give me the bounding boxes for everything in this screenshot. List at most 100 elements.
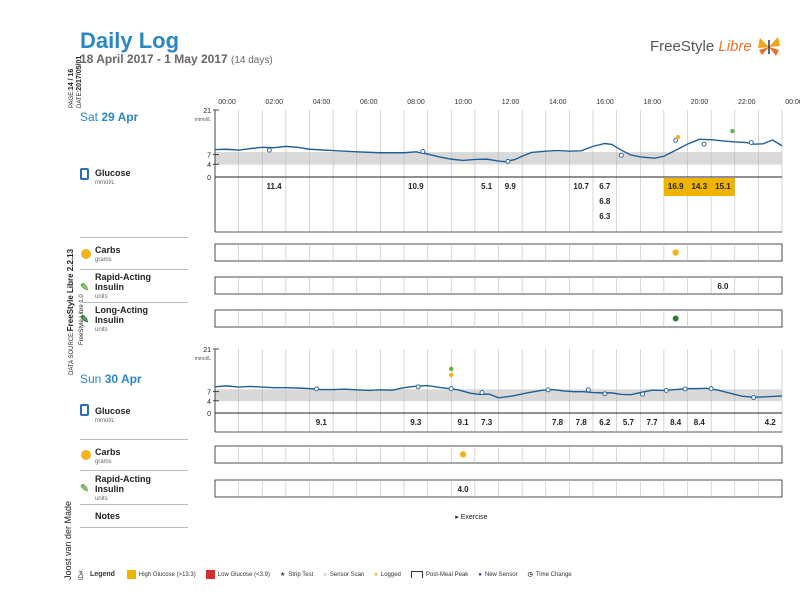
glucose-reading: 6.8 (599, 197, 611, 206)
glucose-reading: 8.4 (694, 418, 706, 427)
glucose-reading: 9.1 (458, 418, 470, 427)
glucose-curve (214, 138, 783, 163)
time-axis-label: 16:00 (596, 99, 614, 106)
glucose-reading: 10.9 (408, 182, 424, 191)
logged-marker (449, 372, 454, 378)
time-axis-label: 04:00 (313, 99, 331, 106)
high-swatch (126, 570, 136, 579)
logged-marker (675, 134, 681, 140)
high-glucose-cell (687, 178, 712, 196)
brand-libre: Libre (718, 37, 752, 55)
divider (80, 269, 188, 270)
high-glucose-cell (711, 178, 735, 196)
glucose-reading: 15.1 (715, 182, 731, 191)
sensor-scan-point (663, 387, 669, 393)
rapid-insulin-value: 6.0 (717, 282, 729, 291)
day-label-sat: Sat 29 Apr (80, 110, 139, 124)
low-swatch (205, 570, 215, 579)
sensor-scan-point (673, 137, 679, 143)
notes-label: Notes (95, 511, 121, 521)
glucose-reading: 10.7 (573, 182, 589, 191)
glucose-reading: 11.4 (266, 182, 282, 191)
date-range: 18 April 2017 - 1 May 2017 (14 days) (80, 52, 273, 66)
rapid-insulin-pen-icon: ✎ (80, 282, 90, 294)
glucose-meter-icon (80, 168, 89, 180)
legend-scan: ○ Sensor Scan (323, 571, 365, 578)
y-tick-label: 7 (207, 390, 211, 397)
page-title: Daily Log (80, 28, 180, 53)
date-range-text: 18 April 2017 - 1 May 2017 (80, 52, 228, 66)
legend-new-sensor: ● New Sensor (478, 571, 518, 578)
peak-icon (410, 571, 423, 578)
y-tick-label: 0 (207, 175, 211, 182)
glucose-reading: 5.1 (481, 182, 493, 191)
legend-strip: ★ Strip Test (279, 571, 314, 579)
y-tick-label: 4 (207, 162, 211, 169)
rapid-insulin-value: 4.0 (458, 485, 470, 494)
y-unit-label: mmol/L (195, 117, 212, 123)
glucose-reading: 6.3 (599, 212, 611, 221)
long-label-sat: Long-Acting Insulin units (95, 305, 148, 333)
sensor-scan-point (602, 391, 608, 397)
sensor-scan-point (708, 386, 714, 392)
legend-title: Legend (90, 571, 115, 578)
logged-icon: ● (374, 571, 378, 578)
time-axis-label: 18:00 (643, 99, 661, 106)
legend-high: High Glucose (>13.3) (126, 570, 196, 579)
sensor-scan-point (748, 140, 754, 145)
clock-icon: ◷ (527, 572, 533, 578)
days-count: (14 days) (231, 55, 273, 66)
y-tick-label: 21 (203, 347, 211, 354)
divider (80, 439, 188, 440)
rapid-label-sun: Rapid-Acting Insulin units (95, 474, 151, 502)
brand-freestyle: FreeStyle (650, 37, 715, 55)
glucose-label-sun: Glucose mmol/L (95, 406, 131, 424)
glucose-reading: 7.7 (647, 418, 659, 427)
glucose-reading: 4.2 (765, 418, 777, 427)
glucose-reading: 6.7 (599, 182, 611, 191)
legend-peak: Post-Meal Peak (410, 571, 468, 578)
glucose-reading: 9.1 (316, 418, 328, 427)
carbs-marker (672, 249, 679, 256)
glucose-reading: 14.3 (692, 182, 708, 191)
time-axis-label: 20:00 (691, 99, 709, 106)
divider (80, 504, 188, 505)
legend-time-change: ◷ Time Change (527, 571, 572, 579)
long-insulin-pen-icon: ✎ (80, 314, 90, 326)
glucose-reading: 7.8 (576, 418, 588, 427)
glucose-reading: 7.3 (481, 418, 493, 427)
time-axis-label: 10:00 (454, 99, 472, 106)
divider (80, 470, 188, 471)
time-axis-label: 06:00 (360, 99, 378, 106)
time-axis-label: 22:00 (738, 99, 756, 106)
sensor-scan-point (751, 395, 757, 400)
glucose-label-sat: Glucose mmol/L (95, 168, 131, 186)
carbs-marker (459, 451, 467, 458)
time-axis-label: 12:00 (502, 99, 520, 106)
sensor-scan-point (448, 386, 454, 392)
butterfly-icon (757, 37, 780, 56)
divider (80, 302, 188, 303)
y-tick-label: 0 (207, 411, 211, 418)
glucose-meter-icon (80, 404, 89, 416)
glucose-reading: 6.2 (599, 418, 611, 427)
carbs-label-sat: Carbs grams (95, 245, 121, 263)
y-tick-label: 21 (203, 108, 211, 115)
time-axis-label: 00:00 (785, 99, 800, 106)
sensor-scan-point (618, 152, 624, 158)
sensor-scan-point (701, 141, 707, 147)
insulin-marker (672, 315, 679, 322)
sensor-scan-point (314, 386, 320, 392)
y-tick-label: 4 (207, 399, 211, 406)
carbs-apple-icon (81, 249, 91, 259)
sensor-scan-point (415, 384, 421, 390)
scan-circle-icon: ○ (323, 571, 327, 578)
sensor-scan-point (420, 149, 426, 154)
sensor-scan-point (479, 390, 485, 396)
new-sensor-icon: ● (478, 571, 482, 578)
sensor-scan-point (585, 387, 591, 393)
high-glucose-cell (663, 178, 688, 196)
glucose-reading: 8.4 (670, 418, 682, 427)
brand-logo: FreeStyle Libre (650, 36, 782, 58)
